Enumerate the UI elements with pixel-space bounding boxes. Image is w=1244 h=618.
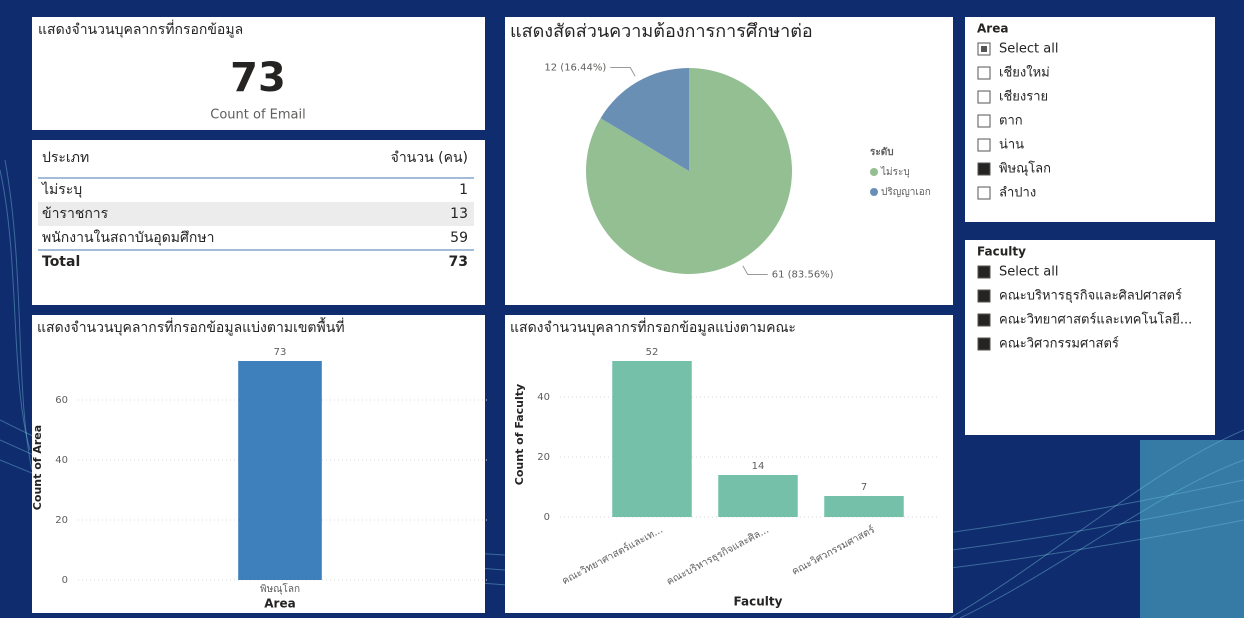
legend-marker	[870, 168, 878, 176]
table-header: ประเภท	[42, 150, 89, 166]
pie-slice	[600, 68, 689, 171]
y-tick-label: 20	[537, 452, 550, 463]
bar	[612, 361, 692, 517]
slicer-item[interactable]: คณะวิทยาศาสตร์และเทคโนโลยี...	[999, 312, 1192, 328]
slicer-item[interactable]: น่าน	[999, 138, 1024, 153]
card-value: 73	[230, 55, 286, 101]
bar	[824, 496, 904, 517]
legend-marker	[870, 188, 878, 196]
slicer-title: Area	[977, 22, 1008, 36]
bar	[718, 475, 798, 517]
slicer-checkbox[interactable]	[977, 138, 991, 152]
slicer-item[interactable]: คณะวิศวกรรมศาสตร์	[999, 336, 1119, 352]
card-panel	[32, 17, 485, 130]
y-tick-label: 40	[55, 455, 68, 466]
slicer-item[interactable]: ลำปาง	[999, 186, 1036, 201]
table-cell: ข้าราชการ	[42, 206, 109, 222]
x-axis-title: Faculty	[734, 595, 783, 609]
table-cell: 59	[450, 230, 468, 246]
chart-title: แสดงจำนวนบุคลากรที่กรอกข้อมูลแบ่งตามเขตพ…	[37, 317, 345, 336]
pie-leader	[742, 265, 768, 275]
slicer-checkbox-partial	[981, 46, 987, 52]
slicer-item[interactable]: Select all	[999, 265, 1058, 280]
y-tick-label: 0	[62, 575, 68, 586]
data-label: 73	[274, 347, 287, 358]
area-slicer-panel	[965, 17, 1215, 222]
data-label: 52	[646, 347, 659, 358]
slicer-checkbox[interactable]	[977, 162, 991, 176]
slicer-checkbox[interactable]	[977, 289, 991, 303]
slicer-item[interactable]: พิษณุโลก	[999, 161, 1051, 177]
y-axis-title: Count of Faculty	[513, 384, 526, 485]
legend-title: ระดับ	[870, 146, 894, 158]
faculty-bar-panel	[505, 315, 953, 613]
table-total: 73	[449, 254, 468, 270]
slicer-title: Faculty	[977, 245, 1026, 259]
chart-title: แสดงจำนวนบุคลากรที่กรอกข้อมูลแบ่งตามคณะ	[510, 318, 796, 336]
y-tick-label: 20	[55, 515, 68, 526]
slicer-checkbox[interactable]	[977, 265, 991, 279]
slicer-checkbox[interactable]	[977, 66, 991, 80]
slicer-checkbox[interactable]	[977, 186, 991, 200]
slicer-checkbox[interactable]	[977, 337, 991, 351]
y-axis-title: Count of Area	[31, 425, 44, 510]
table-total: Total	[42, 254, 80, 270]
slicer-item[interactable]: เชียงราย	[999, 89, 1048, 105]
x-tick-label: พิษณุโลก	[260, 582, 300, 595]
table-cell: ไม่ระบุ	[41, 181, 82, 198]
slicer-item[interactable]: Select all	[999, 42, 1058, 57]
slicer-item[interactable]: คณะบริหารธุรกิจและศิลปศาสตร์	[999, 288, 1182, 304]
slicer-item[interactable]: เชียงใหม่	[999, 65, 1050, 81]
table-cell: พนักงานในสถาบันอุดมศึกษา	[42, 229, 214, 246]
slicer-item[interactable]: ตาก	[999, 114, 1023, 129]
background-wave-fill	[1140, 440, 1244, 618]
table: ประเภท จำนวน (คน) ไม่ระบุ 1 ข้าราชการ 13 พนักง…	[38, 150, 474, 270]
y-tick-label: 40	[537, 392, 550, 403]
faculty-slicer-panel	[965, 240, 1215, 435]
slicer-checkbox[interactable]	[977, 313, 991, 327]
slicer-checkbox[interactable]	[977, 114, 991, 128]
table-cell: 13	[450, 206, 468, 222]
data-label: 7	[861, 482, 867, 493]
table-header: จำนวน (คน)	[391, 150, 468, 166]
x-axis-title: Area	[264, 597, 295, 611]
table-cell: 1	[459, 182, 468, 198]
pie-leader	[610, 67, 636, 77]
pie-data-label: 12 (16.44%)	[544, 63, 606, 74]
chart-title: แสดงสัดส่วนความต้องการการศึกษาต่อ	[510, 21, 813, 42]
data-label: 14	[752, 461, 765, 472]
y-tick-label: 60	[55, 395, 68, 406]
pie-slice	[585, 68, 792, 275]
slicer-checkbox[interactable]	[977, 90, 991, 104]
table-row-band	[38, 202, 474, 226]
card-title: แสดงจำนวนบุคลากรที่กรอกข้อมูล	[38, 20, 243, 38]
y-tick-label: 0	[544, 512, 550, 523]
bar	[238, 361, 322, 580]
pie-data-label: 61 (83.56%)	[772, 269, 834, 280]
card-label: Count of Email	[210, 108, 305, 123]
legend-label: ปริญญาเอก	[881, 187, 931, 198]
legend-label: ไม่ระบุ	[880, 166, 910, 178]
